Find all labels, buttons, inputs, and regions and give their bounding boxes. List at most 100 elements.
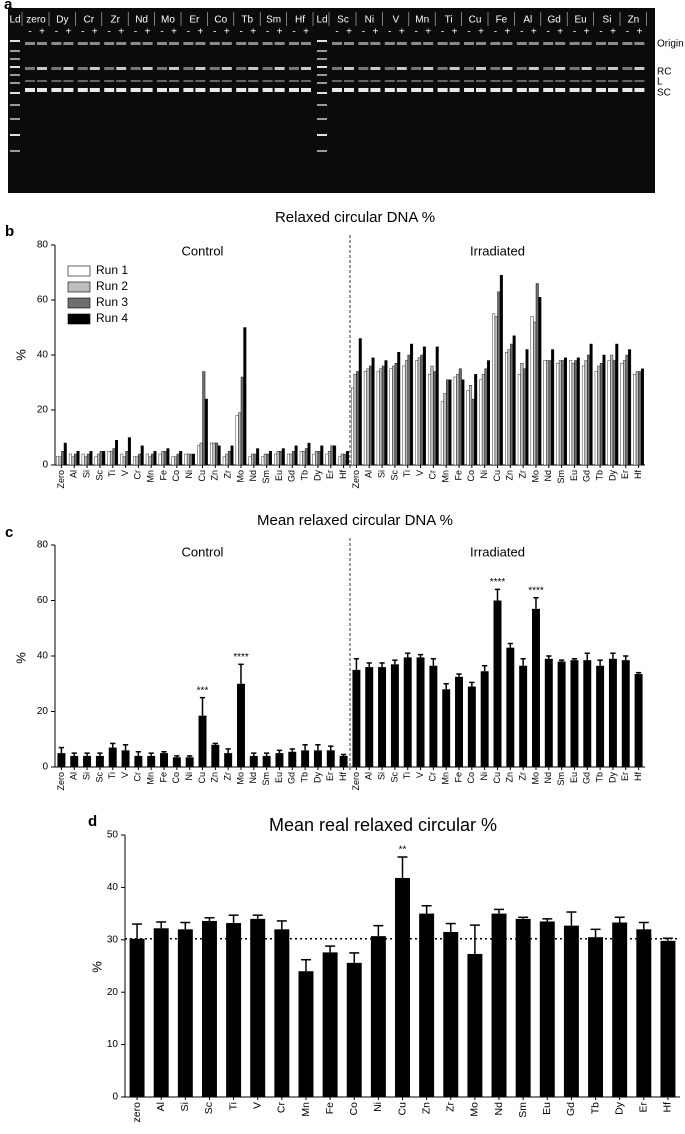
bar xyxy=(150,453,154,466)
band-origin xyxy=(274,42,285,45)
bar xyxy=(507,349,511,466)
band-rc xyxy=(370,67,381,70)
band-sc xyxy=(384,88,395,92)
y-tick-label: 0 xyxy=(42,460,48,471)
band-origin xyxy=(464,42,474,45)
bar xyxy=(224,753,233,767)
legend-label: Run 2 xyxy=(96,279,128,293)
x-tick-label: Er xyxy=(620,470,630,479)
bar xyxy=(127,437,131,466)
x-tick-label: Hf xyxy=(338,470,348,479)
band-rc xyxy=(543,67,554,70)
bar xyxy=(538,297,542,466)
x-tick-label: Hf xyxy=(633,470,643,479)
x-tick-label: Gd xyxy=(582,772,592,784)
ladder-band xyxy=(317,134,327,136)
band-rc xyxy=(301,67,311,70)
lane-sign: - xyxy=(108,27,111,38)
ladder-band xyxy=(10,150,20,152)
bar xyxy=(622,360,626,466)
bar xyxy=(307,442,311,466)
x-tick-label: Sc xyxy=(203,1102,215,1114)
lane-sign: - xyxy=(55,27,58,38)
band-rc xyxy=(516,67,527,70)
band-rc xyxy=(37,67,47,70)
x-tick-label: Tb xyxy=(299,470,309,481)
band-origin xyxy=(490,42,501,45)
lane-sign: - xyxy=(362,27,365,38)
band-l xyxy=(490,80,501,82)
bar xyxy=(204,398,208,466)
x-tick-label: Zn xyxy=(505,470,515,481)
bar xyxy=(384,360,388,466)
x-tick-label: Sc xyxy=(389,470,399,481)
group-label: Control xyxy=(182,243,224,258)
bar xyxy=(275,753,284,767)
band-origin xyxy=(608,42,618,45)
band-origin xyxy=(51,42,62,45)
band-l xyxy=(476,80,486,82)
band-l xyxy=(289,80,299,82)
bar xyxy=(625,354,629,466)
bar xyxy=(212,442,216,466)
chart-title: Mean relaxed circular DNA % xyxy=(257,512,453,529)
lane-sign: - xyxy=(213,27,216,38)
bar xyxy=(369,365,373,466)
band-rc xyxy=(411,67,422,70)
x-tick-label: Fe xyxy=(453,772,463,783)
bar xyxy=(240,376,244,466)
x-tick-label: Sm xyxy=(261,470,271,484)
bar xyxy=(339,755,348,767)
panel-label: a xyxy=(4,0,13,13)
band-sc xyxy=(555,88,566,92)
bar xyxy=(510,343,514,466)
lane-sign: - xyxy=(415,27,418,38)
bar xyxy=(281,448,285,466)
ladder-band xyxy=(317,40,327,42)
band-label: SC xyxy=(657,88,671,99)
bar xyxy=(551,349,555,466)
x-tick-label: V xyxy=(415,772,425,778)
x-tick-label: Cu xyxy=(492,772,502,784)
bar xyxy=(333,445,337,466)
x-tick-label: Zr xyxy=(223,470,233,479)
bar xyxy=(237,683,245,767)
bar xyxy=(588,937,604,1097)
band-label: RC xyxy=(657,67,671,78)
x-tick-label: Si xyxy=(81,772,91,780)
band-sc xyxy=(274,88,285,92)
x-tick-label: Tb xyxy=(594,772,604,783)
lane-sign: - xyxy=(599,27,602,38)
x-tick-label: Sc xyxy=(94,772,104,783)
bar xyxy=(481,374,485,466)
bar xyxy=(134,755,143,767)
y-tick-label: 80 xyxy=(37,240,49,251)
x-tick-label: Co xyxy=(466,470,476,482)
bar xyxy=(469,385,473,466)
band-sc xyxy=(301,88,311,92)
band-origin xyxy=(516,42,527,45)
lane-sign: - xyxy=(292,27,295,38)
x-tick-label: Zr xyxy=(518,772,528,781)
bar xyxy=(263,453,267,466)
bar xyxy=(353,374,357,466)
bar xyxy=(532,608,540,767)
band-sc xyxy=(89,88,100,92)
band-l xyxy=(464,80,474,82)
bar xyxy=(202,371,206,466)
band-l xyxy=(169,80,179,82)
lane-sign: - xyxy=(335,27,338,38)
x-tick-label: Zr xyxy=(518,470,528,479)
bar xyxy=(211,744,220,767)
bar xyxy=(235,415,239,466)
x-tick-label: Zero xyxy=(56,772,66,791)
bar xyxy=(366,368,370,466)
bar xyxy=(313,750,322,767)
bar xyxy=(326,750,335,767)
band-sc xyxy=(104,88,115,92)
x-tick-label: Dy xyxy=(607,772,617,783)
band-l xyxy=(37,80,47,82)
band-rc xyxy=(490,67,501,70)
band-l xyxy=(274,80,285,82)
bar xyxy=(217,445,221,466)
